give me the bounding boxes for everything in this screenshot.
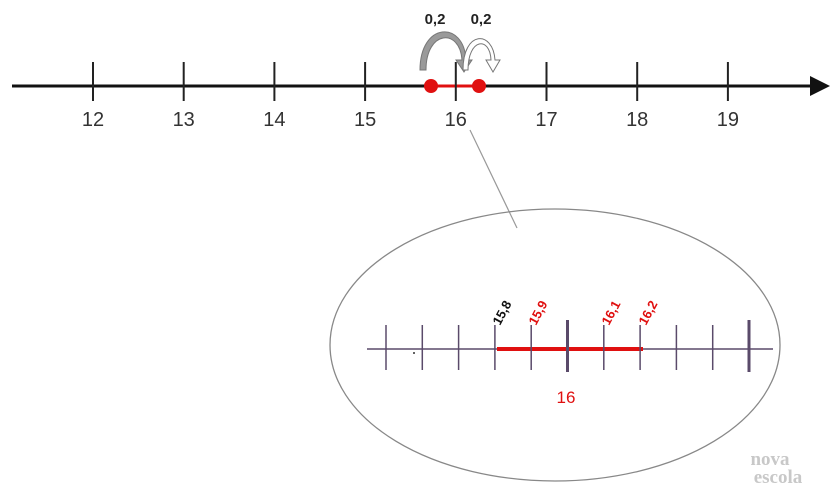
watermark: nova <box>750 449 790 470</box>
tick-label: 14 <box>263 109 285 131</box>
tick-label: 18 <box>626 109 648 131</box>
zoom-ellipse <box>329 208 781 482</box>
zoom-label: 16,2 <box>635 298 660 327</box>
tick-label: 12 <box>82 109 104 131</box>
dot <box>413 352 415 354</box>
point <box>472 79 486 93</box>
tick-label: 15 <box>354 109 376 131</box>
connector <box>469 129 518 229</box>
jump-label: 0,2 <box>425 11 446 28</box>
jump-arrows: 0,2 0,2 <box>419 11 501 73</box>
jump-arrow <box>419 31 473 73</box>
arrow-head <box>810 76 830 96</box>
tick-label: 19 <box>717 109 739 131</box>
zoom-center-label: 16 <box>557 388 576 407</box>
zoom-label: 15,8 <box>489 298 514 327</box>
point <box>424 79 438 93</box>
jump-label: 0,2 <box>471 11 492 28</box>
tick-label: 16 <box>445 109 467 131</box>
zoom-line: 15,8 15,9 16,1 16,2 16 <box>367 298 773 407</box>
zoom-label: 15,9 <box>525 298 550 327</box>
tick-label: 17 <box>535 109 557 131</box>
jump-arrow <box>462 38 501 73</box>
tick-label: 13 <box>173 109 195 131</box>
number-line: 12 13 14 15 16 17 18 19 <box>12 62 830 131</box>
zoom-label: 16,1 <box>598 298 623 327</box>
watermark: escola <box>754 467 803 487</box>
